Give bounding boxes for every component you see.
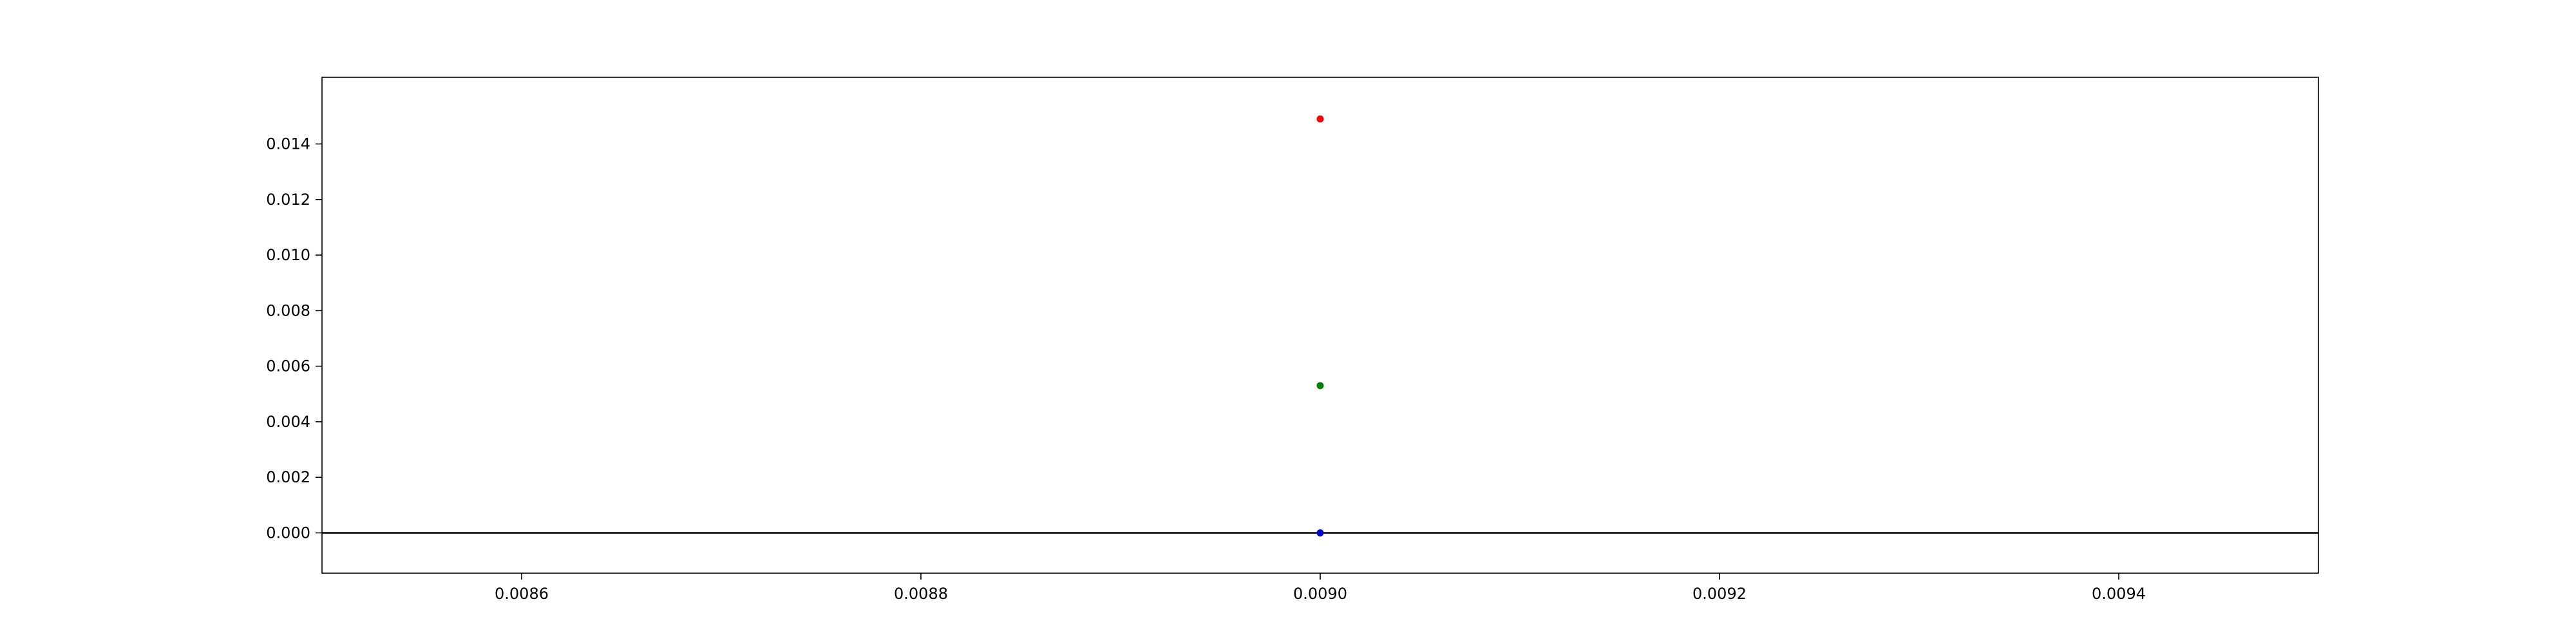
x-tick-label: 0.0092	[1692, 585, 1747, 603]
y-tick-label: 0.000	[266, 524, 310, 542]
y-tick-label: 0.002	[266, 468, 310, 486]
x-tick-label: 0.0094	[2092, 585, 2146, 603]
x-tick-label: 0.0086	[495, 585, 549, 603]
x-axis-ticks: 0.0086 0.0088 0.0090 0.0092 0.0094	[495, 573, 2146, 603]
data-point-series-2	[1316, 382, 1324, 390]
data-point-series-3	[1316, 529, 1324, 536]
axes-frame	[321, 77, 2319, 574]
plot-area	[322, 115, 2318, 536]
y-tick-label: 0.008	[266, 301, 310, 319]
y-tick-label: 0.006	[266, 357, 310, 375]
y-tick-label: 0.010	[266, 246, 310, 264]
x-tick-label: 0.0090	[1293, 585, 1347, 603]
y-tick-label: 0.012	[266, 191, 310, 209]
x-tick-label: 0.0088	[894, 585, 948, 603]
y-tick-label: 0.004	[266, 413, 310, 431]
y-axis-ticks: 0.000 0.002 0.004 0.006 0.008 0.010 0.012 0.014	[266, 135, 322, 542]
y-tick-label: 0.014	[266, 135, 310, 153]
data-point-series-1	[1316, 115, 1324, 123]
